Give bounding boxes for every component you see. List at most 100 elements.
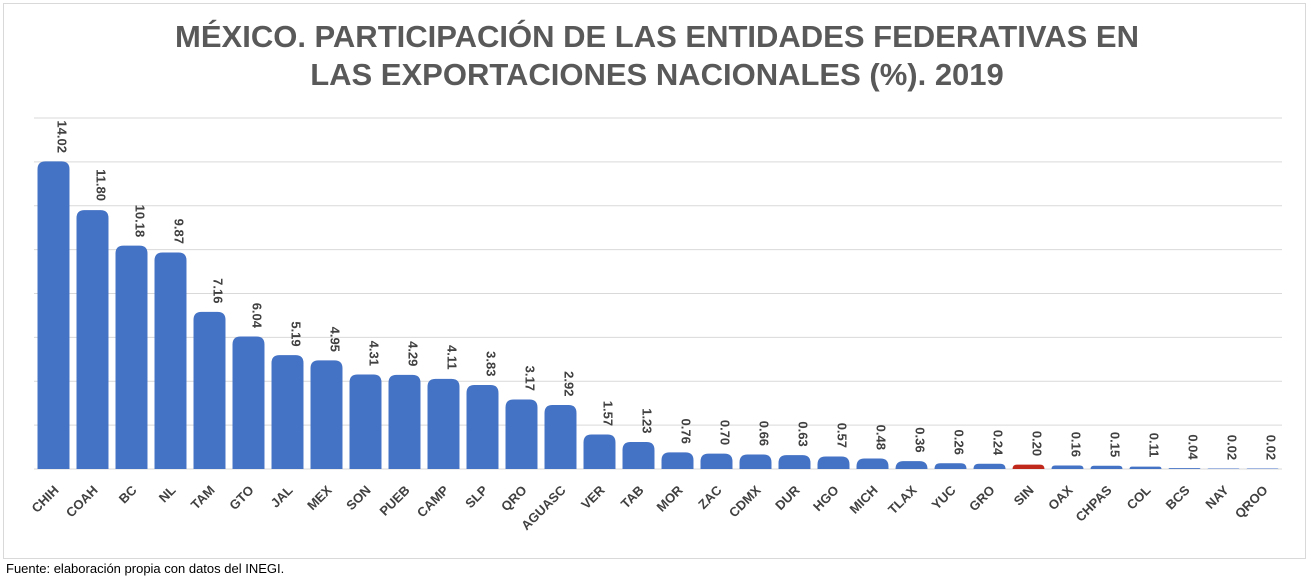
bar-tam bbox=[193, 311, 226, 469]
category-label-camp: CAMP bbox=[414, 482, 452, 520]
bar-zac bbox=[700, 453, 733, 469]
data-label-oax: 0.16 bbox=[1069, 432, 1084, 457]
bar-aguasc bbox=[544, 404, 577, 469]
data-label-ver: 1.57 bbox=[601, 401, 616, 426]
category-label-jal: JAL bbox=[268, 482, 296, 510]
data-label-nay: 0.02 bbox=[1225, 435, 1240, 460]
category-label-col: COL bbox=[1124, 482, 1154, 512]
category-label-coah: COAH bbox=[63, 483, 101, 521]
data-label-qro: 3.17 bbox=[523, 366, 538, 391]
category-label-chpas: CHPAS bbox=[1073, 482, 1115, 524]
data-label-camp: 4.11 bbox=[445, 345, 460, 370]
data-label-zac: 0.70 bbox=[718, 420, 733, 445]
bar-mor bbox=[661, 452, 694, 469]
bar-oax bbox=[1051, 465, 1084, 469]
bar-camp bbox=[427, 378, 460, 469]
source-note: Fuente: elaboración propia con datos del… bbox=[6, 561, 285, 576]
category-label-tab: TAB bbox=[618, 483, 647, 512]
data-label-gto: 6.04 bbox=[250, 303, 265, 329]
category-label-mor: MOR bbox=[654, 482, 686, 514]
category-labels: CHIH COAH BC NL TAM GTO JAL MEX SON PUEB CAMP SLP QR… bbox=[29, 482, 1271, 533]
bar-son bbox=[349, 374, 382, 469]
data-label-mor: 0.76 bbox=[679, 419, 694, 444]
category-label-sin: SIN bbox=[1011, 483, 1037, 509]
data-labels: 14.02 11.80 10.18 9.87 7.16 6.04 5.19 4.95 4.31 4… bbox=[55, 120, 1279, 460]
category-label-gro: GRO bbox=[966, 483, 998, 515]
bar-bcs bbox=[1168, 468, 1201, 470]
data-label-qroo: 0.02 bbox=[1264, 435, 1279, 460]
bar-nay bbox=[1207, 468, 1240, 470]
data-label-tab: 1.23 bbox=[640, 408, 655, 433]
category-label-dur: DUR bbox=[772, 482, 803, 513]
data-label-chpas: 0.15 bbox=[1108, 432, 1123, 457]
data-label-sin: 0.20 bbox=[1030, 431, 1045, 456]
bar-bc bbox=[115, 245, 148, 469]
bar-chih bbox=[37, 161, 70, 469]
bar-gro bbox=[973, 463, 1006, 469]
bar-qroo bbox=[1246, 468, 1279, 470]
category-label-ver: VER bbox=[578, 482, 608, 512]
bar-chart: 14.02 11.80 10.18 9.87 7.16 6.04 5.19 4.95 4.31 4… bbox=[29, 117, 1282, 533]
bar-col bbox=[1129, 466, 1162, 469]
bar-tlax bbox=[895, 461, 928, 469]
category-label-tlax: TLAX bbox=[885, 482, 920, 517]
data-label-chih: 14.02 bbox=[55, 120, 70, 153]
data-label-son: 4.31 bbox=[367, 341, 382, 366]
bar-mex bbox=[310, 360, 343, 469]
bar-jal bbox=[271, 355, 304, 469]
data-label-tam: 7.16 bbox=[211, 278, 226, 303]
data-label-coah: 11.80 bbox=[94, 169, 109, 201]
bar-qro bbox=[505, 399, 538, 469]
category-label-cdmx: CDMX bbox=[726, 482, 764, 520]
data-label-tlax: 0.36 bbox=[913, 427, 928, 452]
bar-sin bbox=[1012, 464, 1045, 469]
category-label-nl: NL bbox=[156, 482, 179, 505]
category-label-bcs: BCS bbox=[1163, 482, 1193, 512]
category-label-gto: GTO bbox=[226, 483, 256, 513]
data-label-bc: 10.18 bbox=[133, 205, 148, 238]
data-label-mich: 0.48 bbox=[874, 425, 889, 450]
category-label-qro: QRO bbox=[498, 483, 530, 515]
data-label-slp: 3.83 bbox=[484, 351, 499, 376]
chart-title-line-2: LAS EXPORTACIONES NACIONALES (%). 2019 bbox=[310, 57, 1004, 92]
category-label-qroo: QROO bbox=[1232, 483, 1271, 522]
bar-coah bbox=[76, 210, 109, 469]
bar-nl bbox=[154, 252, 187, 469]
bar-pueb bbox=[388, 374, 421, 469]
category-label-yuc: YUC bbox=[929, 482, 959, 512]
bar-tab bbox=[622, 442, 655, 469]
category-label-mich: MICH bbox=[847, 483, 881, 517]
data-label-yuc: 0.26 bbox=[952, 429, 967, 454]
bar-chpas bbox=[1090, 465, 1123, 469]
category-label-hgo: HGO bbox=[810, 483, 842, 515]
data-label-gro: 0.24 bbox=[991, 430, 1006, 456]
category-label-bc: BC bbox=[116, 482, 140, 506]
bar-yuc bbox=[934, 463, 967, 469]
bar-mich bbox=[856, 458, 889, 469]
category-label-tam: TAM bbox=[188, 483, 218, 513]
category-label-zac: ZAC bbox=[695, 482, 725, 512]
bar-ver bbox=[583, 434, 616, 469]
bars bbox=[37, 161, 1279, 470]
category-label-pueb: PUEB bbox=[376, 483, 412, 519]
data-label-nl: 9.87 bbox=[172, 219, 187, 244]
data-label-bcs: 0.04 bbox=[1186, 434, 1201, 460]
bar-cdmx bbox=[739, 454, 772, 469]
bar-gto bbox=[232, 336, 265, 469]
data-label-col: 0.11 bbox=[1147, 433, 1162, 458]
category-label-nay: NAY bbox=[1202, 482, 1231, 511]
category-label-son: SON bbox=[343, 483, 374, 514]
chart-title-line-1: MÉXICO. PARTICIPACIÓN DE LAS ENTIDADES F… bbox=[175, 19, 1139, 54]
data-label-hgo: 0.57 bbox=[835, 423, 850, 448]
bar-slp bbox=[466, 384, 499, 469]
chart-title: MÉXICO. PARTICIPACIÓN DE LAS ENTIDADES F… bbox=[0, 18, 1314, 94]
data-label-dur: 0.63 bbox=[796, 421, 811, 446]
data-label-jal: 5.19 bbox=[289, 321, 304, 346]
data-label-cdmx: 0.66 bbox=[757, 421, 772, 446]
data-label-aguasc: 2.92 bbox=[562, 371, 577, 396]
data-label-pueb: 4.29 bbox=[406, 341, 421, 366]
bar-dur bbox=[778, 455, 811, 469]
category-label-slp: SLP bbox=[462, 482, 491, 511]
data-label-mex: 4.95 bbox=[328, 327, 343, 352]
bar-hgo bbox=[817, 456, 850, 469]
